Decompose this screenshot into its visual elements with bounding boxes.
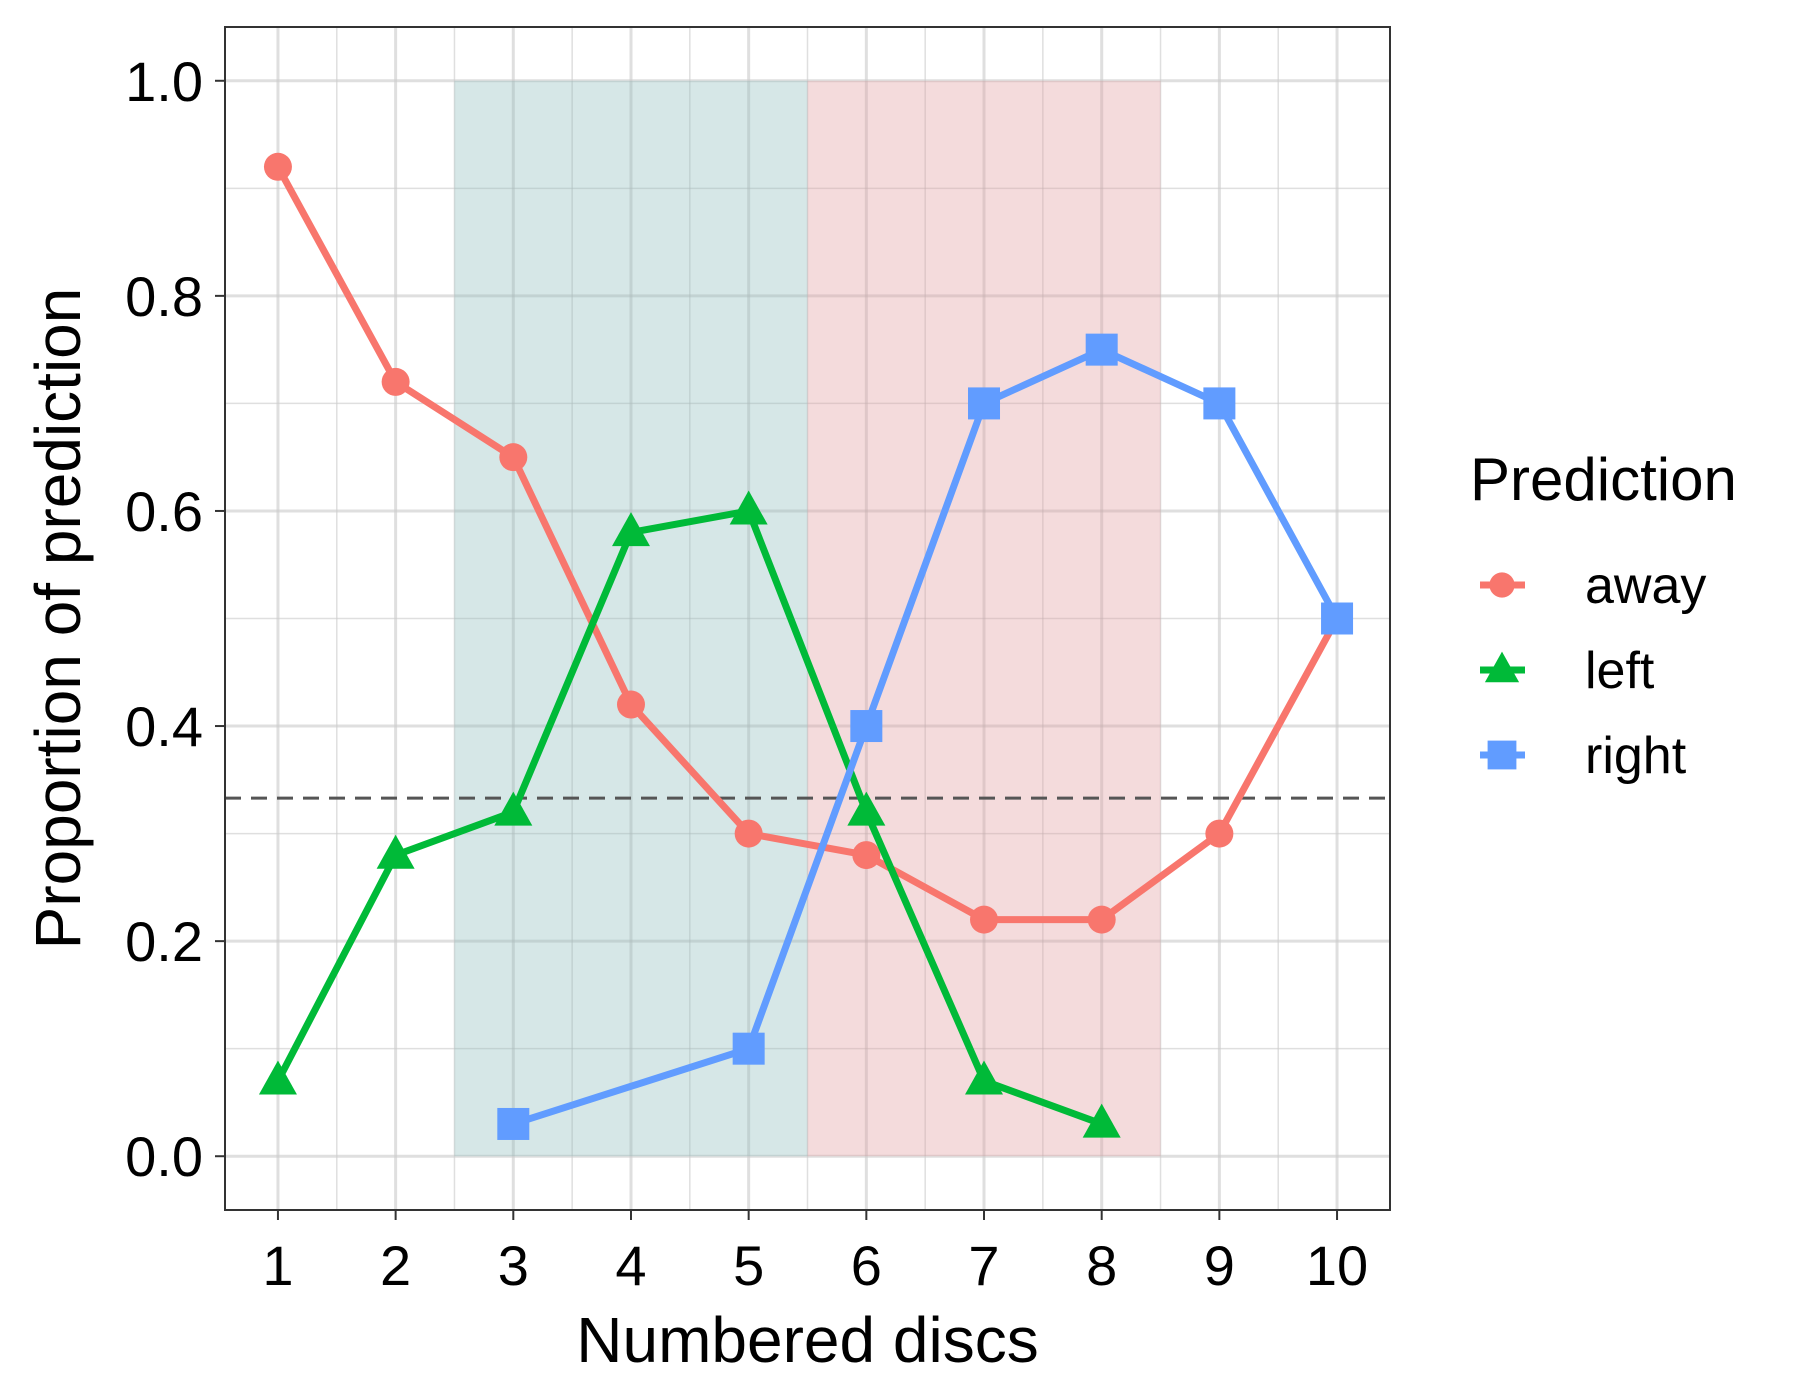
shaded-region-2 <box>807 80 1161 1157</box>
data-point-right <box>732 1032 765 1065</box>
x-tick-label: 2 <box>380 1234 411 1297</box>
data-point-away <box>499 443 528 472</box>
legend-key-marker <box>1484 651 1520 683</box>
data-point-right <box>497 1107 530 1140</box>
legend-label: left <box>1585 642 1655 700</box>
series-away <box>263 152 1352 934</box>
data-point-away <box>381 367 410 396</box>
data-point-away <box>852 841 881 870</box>
x-tick-label: 5 <box>733 1234 764 1297</box>
data-point-away <box>263 152 292 181</box>
data-point-away <box>616 690 645 719</box>
legend-item-away: away <box>1480 557 1706 615</box>
y-tick-label: 0.6 <box>125 480 203 543</box>
series-left <box>258 490 1121 1138</box>
data-point-left <box>611 512 650 547</box>
legend-label: right <box>1585 727 1687 785</box>
y-tick-label: 0.4 <box>125 695 203 758</box>
x-tick-label: 4 <box>615 1234 646 1297</box>
shaded-region-1 <box>454 80 808 1157</box>
data-point-away <box>1087 905 1116 934</box>
y-tick-label: 0.2 <box>125 910 203 973</box>
data-point-right <box>1203 387 1236 420</box>
y-axis-title: Proportion of prediction <box>22 288 94 950</box>
grid-overlay <box>225 27 1390 1210</box>
legend-item-right: right <box>1480 727 1687 785</box>
x-tick-label: 6 <box>851 1234 882 1297</box>
series-right <box>497 333 1354 1140</box>
data-point-right <box>1321 602 1354 635</box>
x-tick-label: 7 <box>968 1234 999 1297</box>
shaded-regions <box>454 80 1161 1157</box>
x-tick-label: 9 <box>1204 1234 1235 1297</box>
data-point-left <box>965 1060 1004 1095</box>
legend-key-marker <box>1489 572 1515 598</box>
data-point-left <box>258 1060 297 1095</box>
series-line-away <box>274 165 1341 924</box>
data-point-left <box>847 791 886 826</box>
data-point-right <box>968 387 1001 420</box>
axis-ticks: 0.0 0.2 0.4 0.6 0.8 1.0 1 2 3 4 5 6 7 8 9 10 <box>125 50 1368 1297</box>
y-tick-label: 0.8 <box>125 265 203 328</box>
data-point-away <box>1205 819 1234 848</box>
data-point-right <box>850 710 883 743</box>
data-point-left <box>494 791 533 826</box>
data-point-right <box>1085 333 1118 366</box>
legend: Prediction away left right <box>1470 446 1737 785</box>
data-point-left <box>376 834 415 869</box>
y-tick-label: 1.0 <box>125 50 203 113</box>
legend-item-left: left <box>1480 642 1655 700</box>
x-tick-label: 8 <box>1086 1234 1117 1297</box>
x-tick-label: 1 <box>262 1234 293 1297</box>
x-axis-title: Numbered discs <box>576 1304 1038 1376</box>
legend-key-marker <box>1487 740 1517 770</box>
series-line-left <box>274 507 1103 1128</box>
series-layer <box>258 152 1354 1140</box>
data-point-away <box>970 905 999 934</box>
data-point-away <box>734 819 763 848</box>
x-tick-label: 3 <box>498 1234 529 1297</box>
data-point-left <box>729 490 768 525</box>
panel-border <box>224 26 1391 1211</box>
y-tick-label: 0.0 <box>125 1125 203 1188</box>
legend-label: away <box>1585 557 1706 615</box>
legend-title: Prediction <box>1470 446 1737 513</box>
x-tick-label: 10 <box>1306 1234 1368 1297</box>
data-point-left <box>1082 1103 1121 1138</box>
